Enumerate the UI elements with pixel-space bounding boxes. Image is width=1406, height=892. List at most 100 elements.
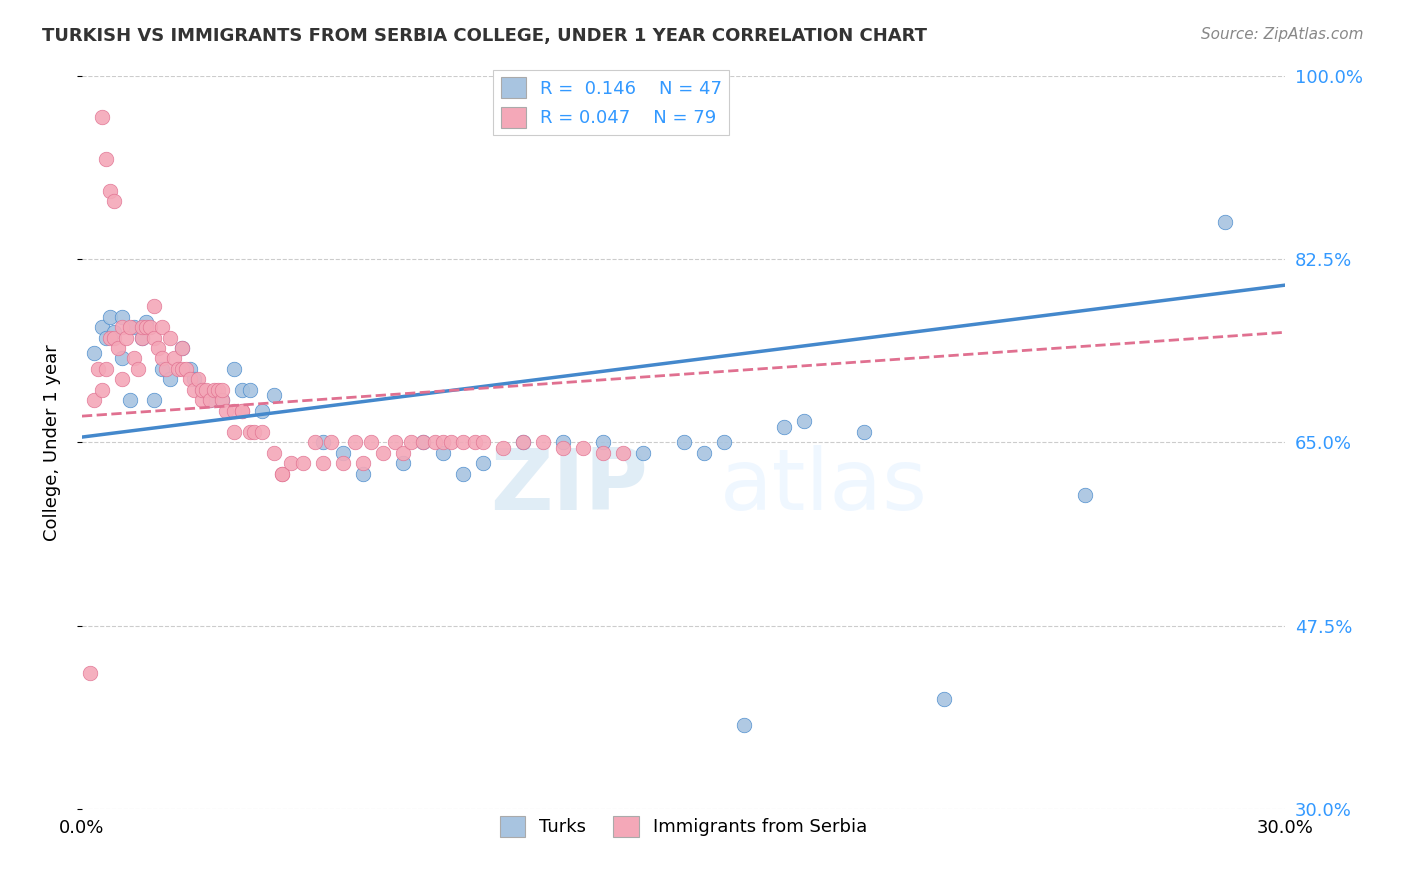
Point	[399, 435, 422, 450]
Point	[531, 435, 554, 450]
Point	[91, 111, 114, 125]
Point	[239, 383, 262, 397]
Point	[200, 393, 222, 408]
Point	[150, 351, 173, 366]
Point	[239, 425, 262, 439]
Text: TURKISH VS IMMIGRANTS FROM SERBIA COLLEGE, UNDER 1 YEAR CORRELATION CHART: TURKISH VS IMMIGRANTS FROM SERBIA COLLEG…	[42, 27, 927, 45]
Point	[111, 320, 134, 334]
Point	[553, 441, 575, 455]
Point	[432, 446, 454, 460]
Point	[352, 456, 374, 470]
Point	[191, 383, 214, 397]
Point	[183, 372, 205, 386]
Point	[195, 383, 218, 397]
Point	[231, 404, 253, 418]
Point	[191, 383, 214, 397]
Point	[231, 383, 253, 397]
Point	[150, 320, 173, 334]
Point	[167, 362, 190, 376]
Point	[135, 320, 157, 334]
Point	[135, 315, 157, 329]
Point	[202, 383, 225, 397]
Point	[200, 393, 222, 408]
Point	[172, 362, 194, 376]
Point	[224, 404, 246, 418]
Point	[98, 330, 121, 344]
Point	[172, 341, 194, 355]
Point	[319, 435, 342, 450]
Point	[412, 435, 434, 450]
Point	[304, 435, 326, 450]
Point	[224, 425, 246, 439]
Point	[280, 456, 302, 470]
Point	[103, 326, 125, 340]
Point	[143, 330, 166, 344]
Point	[391, 446, 413, 460]
Point	[672, 435, 695, 450]
Point	[179, 362, 201, 376]
Point	[464, 435, 486, 450]
Point	[713, 435, 735, 450]
Point	[1073, 488, 1095, 502]
Point	[271, 467, 294, 481]
Point	[187, 372, 209, 386]
Point	[934, 692, 956, 706]
Point	[440, 435, 463, 450]
Point	[211, 393, 233, 408]
Point	[371, 446, 394, 460]
Point	[271, 467, 294, 481]
Point	[391, 456, 413, 470]
Point	[115, 330, 138, 344]
Point	[179, 372, 201, 386]
Point	[215, 404, 238, 418]
Point	[412, 435, 434, 450]
Point	[131, 320, 153, 334]
Point	[432, 435, 454, 450]
Point	[572, 441, 595, 455]
Point	[592, 435, 614, 450]
Point	[174, 362, 197, 376]
Point	[211, 393, 233, 408]
Point	[83, 346, 105, 360]
Point	[853, 425, 876, 439]
Point	[512, 435, 534, 450]
Point	[512, 435, 534, 450]
Point	[122, 320, 145, 334]
Point	[87, 362, 110, 376]
Point	[155, 362, 177, 376]
Point	[360, 435, 382, 450]
Point	[224, 362, 246, 376]
Point	[472, 456, 495, 470]
Point	[159, 330, 181, 344]
Point	[231, 404, 253, 418]
Point	[183, 383, 205, 397]
Point	[143, 393, 166, 408]
Point	[311, 435, 333, 450]
Point	[451, 467, 474, 481]
Point	[103, 194, 125, 209]
Point	[94, 362, 117, 376]
Point	[103, 330, 125, 344]
Point	[139, 320, 162, 334]
Point	[111, 310, 134, 324]
Point	[332, 456, 354, 470]
Point	[83, 393, 105, 408]
Point	[91, 320, 114, 334]
Point	[159, 372, 181, 386]
Point	[146, 341, 169, 355]
Text: ZIP: ZIP	[489, 445, 647, 528]
Point	[191, 393, 214, 408]
Legend: Turks, Immigrants from Serbia: Turks, Immigrants from Serbia	[492, 809, 875, 844]
Point	[94, 330, 117, 344]
Point	[1213, 215, 1236, 229]
Point	[211, 383, 233, 397]
Text: atlas: atlas	[720, 445, 928, 528]
Point	[592, 446, 614, 460]
Point	[207, 383, 229, 397]
Point	[143, 299, 166, 313]
Point	[492, 441, 515, 455]
Point	[79, 665, 101, 680]
Point	[172, 341, 194, 355]
Point	[423, 435, 446, 450]
Point	[612, 446, 634, 460]
